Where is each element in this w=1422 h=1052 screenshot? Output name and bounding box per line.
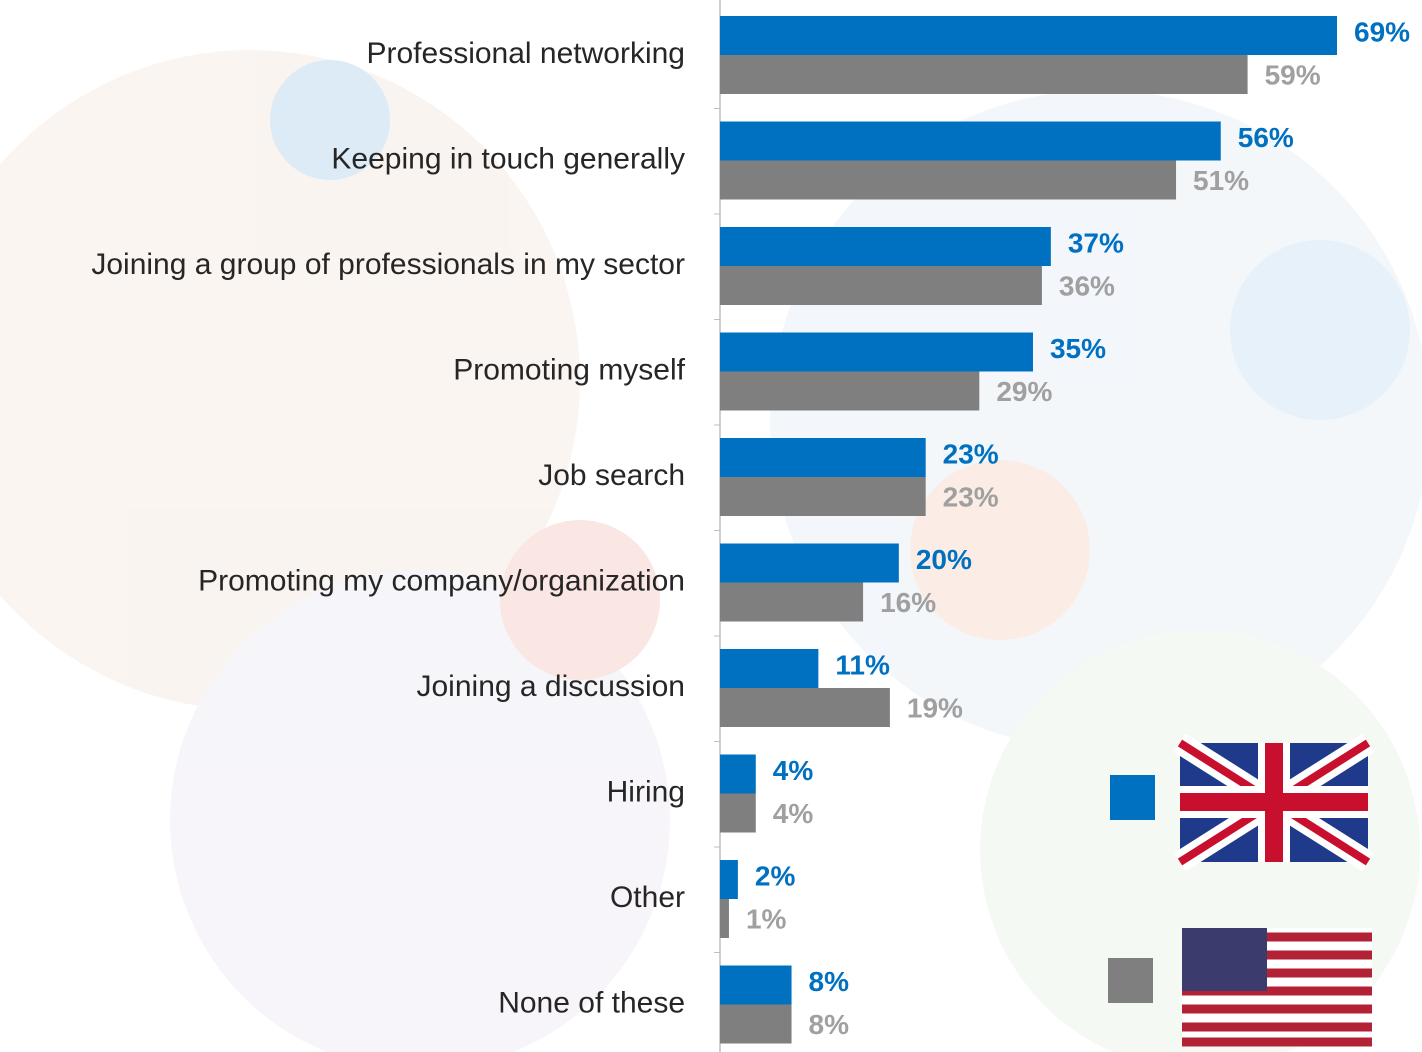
value-label: 69% [1354, 16, 1410, 47]
value-label: 23% [943, 438, 999, 469]
bar [720, 1004, 792, 1044]
value-label: 8% [809, 966, 850, 997]
value-label: 20% [916, 544, 972, 575]
category-label: Hiring [607, 775, 685, 808]
legend [1108, 775, 1155, 1003]
value-label: 59% [1265, 59, 1321, 90]
bar [720, 332, 1033, 372]
bar [720, 793, 756, 833]
value-label: 23% [943, 481, 999, 512]
bar [720, 688, 890, 727]
value-label: 4% [773, 755, 814, 786]
category-label: Other [610, 881, 685, 914]
category-label: Job search [538, 459, 685, 492]
value-label: 11% [835, 649, 890, 680]
value-label: 29% [996, 376, 1052, 407]
legend-swatch [1110, 775, 1155, 820]
bar [720, 371, 980, 411]
bar [720, 121, 1221, 161]
category-label: Joining a group of professionals in my s… [91, 248, 685, 281]
background [0, 50, 1422, 1052]
value-label: 36% [1059, 270, 1115, 301]
bar [720, 266, 1042, 305]
us-flag [1182, 928, 1372, 1047]
value-label: 8% [809, 1009, 850, 1040]
value-label: 1% [746, 903, 787, 934]
value-label: 56% [1238, 122, 1294, 153]
bar [720, 965, 792, 1005]
bar [720, 227, 1051, 266]
category-label: Promoting my company/organization [198, 564, 685, 597]
category-label: Promoting myself [453, 353, 685, 386]
category-label: Keeping in touch generally [331, 142, 685, 175]
value-label: 19% [907, 692, 963, 723]
uk-flag [1174, 733, 1374, 872]
bar [720, 754, 756, 794]
value-label: 16% [880, 587, 936, 618]
value-label: 4% [773, 798, 814, 829]
legend-swatch [1108, 958, 1153, 1003]
bar [720, 160, 1177, 200]
bar [720, 649, 819, 688]
bar [720, 582, 864, 622]
bar [720, 438, 926, 477]
category-label: Professional networking [366, 37, 685, 70]
value-label: 2% [755, 860, 796, 891]
bar [720, 16, 1337, 55]
bar [720, 543, 899, 583]
bar [720, 899, 729, 938]
bar [720, 860, 738, 899]
bar [720, 477, 926, 516]
value-label: 51% [1193, 165, 1249, 196]
category-label: Joining a discussion [417, 670, 686, 703]
value-label: 37% [1068, 227, 1124, 258]
category-label: None of these [498, 986, 685, 1019]
value-label: 35% [1050, 333, 1106, 364]
bar [720, 55, 1248, 94]
